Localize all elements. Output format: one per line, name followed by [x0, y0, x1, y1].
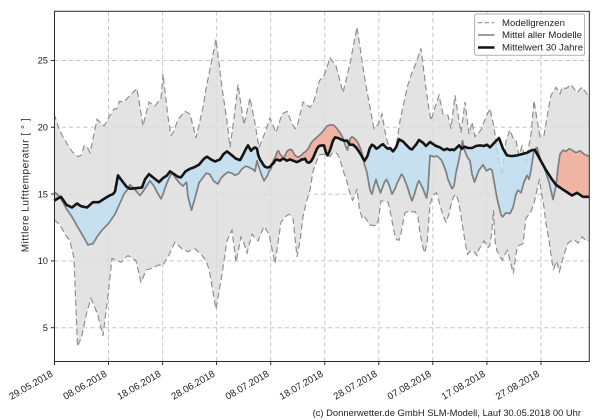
svg-text:25: 25: [38, 55, 48, 66]
svg-text:(c) Donnerwetter.de GmbH SLM-M: (c) Donnerwetter.de GmbH SLM-Modell, Lau…: [313, 407, 581, 418]
svg-text:Mittel aller Modelle: Mittel aller Modelle: [502, 30, 582, 41]
svg-text:20: 20: [38, 122, 48, 133]
svg-text:Mittlere Lufttemperatur [ ° ]: Mittlere Lufttemperatur [ ° ]: [20, 118, 31, 252]
svg-text:15: 15: [38, 188, 48, 199]
svg-text:Modellgrenzen: Modellgrenzen: [502, 18, 565, 29]
svg-text:10: 10: [38, 255, 48, 266]
svg-text:Mittelwert 30 Jahre: Mittelwert 30 Jahre: [502, 43, 583, 54]
svg-text:5: 5: [43, 322, 48, 333]
